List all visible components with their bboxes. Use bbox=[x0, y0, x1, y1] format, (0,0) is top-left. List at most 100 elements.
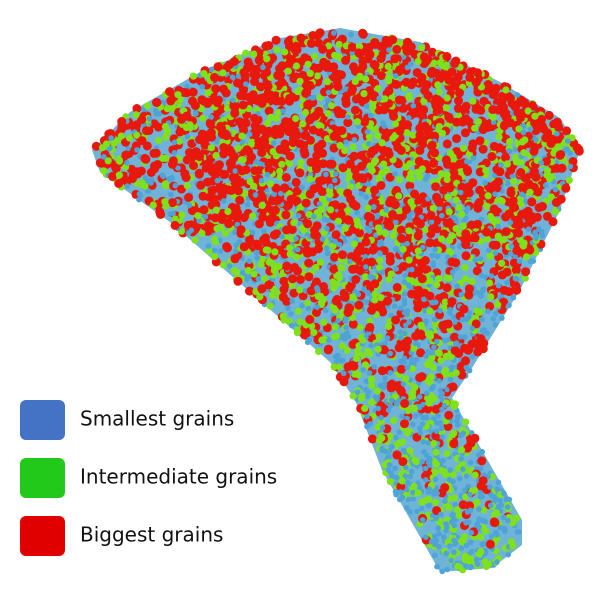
grain bbox=[410, 344, 418, 352]
grain bbox=[325, 89, 332, 96]
grain bbox=[506, 148, 512, 154]
grain bbox=[221, 229, 229, 237]
grain bbox=[251, 64, 261, 74]
grain bbox=[183, 182, 191, 190]
grain bbox=[420, 439, 427, 445]
grain bbox=[306, 175, 314, 183]
grain bbox=[163, 128, 171, 136]
grain bbox=[396, 429, 403, 436]
grain bbox=[476, 452, 482, 458]
grain bbox=[546, 139, 556, 148]
grain bbox=[538, 201, 547, 211]
grain bbox=[455, 88, 464, 98]
grain bbox=[341, 224, 349, 232]
grain bbox=[319, 282, 328, 291]
grain bbox=[485, 539, 495, 549]
grain bbox=[429, 252, 436, 259]
grain bbox=[542, 182, 549, 189]
grain bbox=[522, 253, 531, 261]
grain bbox=[245, 235, 255, 245]
grain bbox=[286, 194, 296, 204]
grain bbox=[315, 121, 323, 129]
grain bbox=[145, 188, 152, 194]
grain bbox=[189, 161, 198, 171]
grain bbox=[376, 54, 386, 63]
grain bbox=[493, 217, 501, 226]
grain bbox=[422, 477, 429, 483]
grain bbox=[354, 48, 364, 58]
grain bbox=[235, 117, 245, 127]
grain bbox=[332, 353, 339, 360]
grain bbox=[423, 534, 429, 540]
legend-label: Biggest grains bbox=[80, 523, 223, 547]
grain bbox=[489, 517, 499, 527]
grain bbox=[296, 33, 306, 43]
grain bbox=[470, 233, 480, 243]
grain bbox=[445, 247, 453, 255]
grain bbox=[509, 542, 517, 550]
grain bbox=[155, 207, 165, 217]
grain bbox=[234, 144, 242, 152]
grain bbox=[133, 131, 141, 139]
grain bbox=[230, 266, 238, 274]
grain bbox=[340, 290, 350, 300]
grain bbox=[365, 322, 375, 332]
grain bbox=[245, 286, 254, 296]
grain bbox=[544, 167, 552, 175]
grain bbox=[155, 136, 163, 145]
grain bbox=[340, 370, 347, 377]
grain bbox=[229, 101, 239, 111]
grain bbox=[418, 165, 426, 173]
grain bbox=[477, 548, 485, 556]
grain bbox=[403, 487, 410, 494]
grain bbox=[552, 186, 559, 193]
grain bbox=[488, 493, 495, 499]
grain bbox=[132, 104, 142, 113]
grain bbox=[202, 214, 209, 220]
grain bbox=[142, 126, 151, 136]
grain bbox=[263, 60, 273, 70]
grain bbox=[353, 118, 361, 126]
grain bbox=[343, 308, 353, 317]
grain bbox=[345, 333, 352, 340]
grain bbox=[421, 226, 429, 234]
grain bbox=[184, 83, 190, 89]
grain bbox=[484, 192, 492, 200]
grain bbox=[471, 471, 479, 479]
grain bbox=[449, 81, 459, 91]
grain bbox=[203, 226, 213, 236]
grain bbox=[448, 557, 454, 564]
grain bbox=[433, 515, 440, 521]
grain bbox=[174, 91, 182, 99]
grain bbox=[378, 434, 386, 442]
grain bbox=[438, 511, 444, 518]
grain bbox=[499, 315, 505, 321]
grain bbox=[365, 389, 372, 395]
grain bbox=[117, 117, 127, 126]
grain bbox=[429, 299, 436, 306]
grain bbox=[360, 367, 367, 373]
grain bbox=[363, 264, 369, 270]
grain bbox=[514, 92, 521, 98]
grain bbox=[318, 44, 328, 54]
grain bbox=[240, 269, 246, 276]
grain bbox=[450, 494, 458, 502]
grain bbox=[453, 341, 459, 347]
grain bbox=[211, 238, 219, 246]
grain bbox=[223, 104, 231, 112]
grain bbox=[457, 189, 464, 196]
grain bbox=[355, 291, 362, 298]
grain bbox=[108, 135, 114, 141]
grain bbox=[148, 180, 154, 186]
grain bbox=[419, 105, 429, 115]
grain bbox=[368, 245, 378, 255]
grain bbox=[233, 276, 243, 286]
grain bbox=[398, 335, 404, 341]
legend-label: Intermediate grains bbox=[80, 465, 277, 489]
grain bbox=[410, 489, 416, 496]
grain bbox=[248, 140, 256, 148]
grain bbox=[462, 418, 470, 426]
grain bbox=[322, 307, 329, 314]
grain bbox=[538, 160, 544, 166]
grain bbox=[196, 180, 206, 190]
